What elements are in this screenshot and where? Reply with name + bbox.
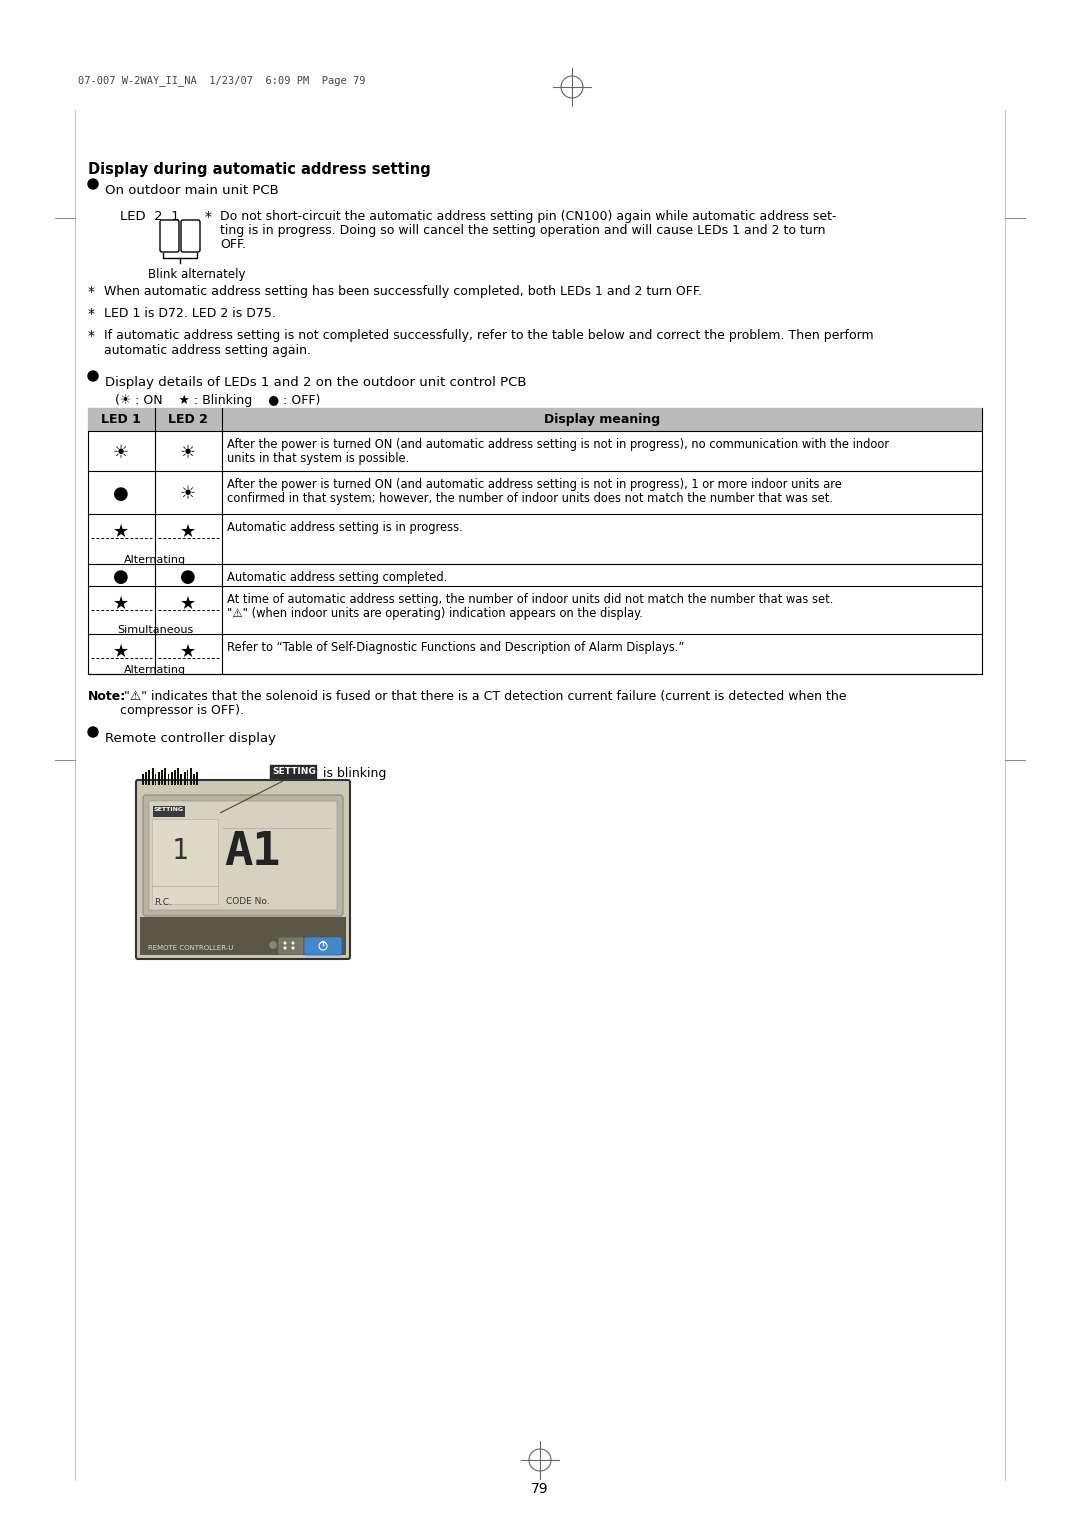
Text: REMOTE CONTROLLER-U: REMOTE CONTROLLER-U bbox=[148, 944, 233, 950]
Bar bbox=[161, 770, 163, 785]
Bar bbox=[87, 408, 982, 674]
Bar bbox=[270, 766, 316, 779]
Text: ★: ★ bbox=[180, 594, 197, 613]
Text: CODE No.: CODE No. bbox=[226, 897, 270, 906]
Bar bbox=[180, 775, 181, 785]
FancyBboxPatch shape bbox=[181, 220, 200, 252]
Text: automatic address setting again.: automatic address setting again. bbox=[104, 344, 311, 358]
Bar bbox=[197, 772, 199, 785]
Text: LED 1: LED 1 bbox=[102, 413, 140, 426]
Circle shape bbox=[87, 179, 98, 189]
Text: Refer to “Table of Self-Diagnostic Functions and Description of Alarm Displays.”: Refer to “Table of Self-Diagnostic Funct… bbox=[227, 642, 685, 654]
Bar bbox=[164, 769, 166, 785]
Text: After the power is turned ON (and automatic address setting is not in progress),: After the power is turned ON (and automa… bbox=[227, 478, 842, 490]
Circle shape bbox=[269, 941, 276, 949]
Text: units in that system is possible.: units in that system is possible. bbox=[227, 452, 409, 465]
Bar bbox=[187, 770, 188, 785]
Text: ☀: ☀ bbox=[180, 484, 197, 503]
Bar bbox=[167, 775, 170, 785]
Bar bbox=[193, 775, 194, 785]
Circle shape bbox=[87, 371, 98, 380]
Bar bbox=[177, 769, 179, 785]
FancyBboxPatch shape bbox=[303, 937, 342, 955]
Text: If automatic address setting is not completed successfully, refer to the table b: If automatic address setting is not comp… bbox=[104, 329, 874, 342]
Bar bbox=[141, 775, 144, 785]
FancyBboxPatch shape bbox=[149, 801, 337, 911]
Bar bbox=[154, 775, 157, 785]
Text: ★: ★ bbox=[113, 643, 130, 662]
Circle shape bbox=[292, 941, 295, 944]
Text: ☀: ☀ bbox=[113, 445, 130, 461]
Text: Display during automatic address setting: Display during automatic address setting bbox=[87, 162, 431, 177]
Text: "⚠" (when indoor units are operating) indication appears on the display.: "⚠" (when indoor units are operating) in… bbox=[227, 607, 643, 620]
Text: compressor is OFF).: compressor is OFF). bbox=[120, 704, 244, 717]
Bar bbox=[145, 772, 147, 785]
Bar bbox=[148, 770, 150, 785]
Bar bbox=[158, 772, 160, 785]
Text: R.C.: R.C. bbox=[154, 898, 172, 908]
Text: "⚠" indicates that the solenoid is fused or that there is a CT detection current: "⚠" indicates that the solenoid is fused… bbox=[120, 691, 847, 703]
Text: A: A bbox=[224, 830, 253, 876]
FancyBboxPatch shape bbox=[279, 938, 303, 953]
Text: Do not short-circuit the automatic address setting pin (CN100) again while autom: Do not short-circuit the automatic addre… bbox=[220, 209, 837, 223]
Text: 07-007 W-2WAY_II_NA  1/23/07  6:09 PM  Page 79: 07-007 W-2WAY_II_NA 1/23/07 6:09 PM Page… bbox=[78, 75, 365, 86]
Text: ★: ★ bbox=[113, 594, 130, 613]
Text: ●: ● bbox=[180, 568, 195, 587]
Text: When automatic address setting has been successfully completed, both LEDs 1 and : When automatic address setting has been … bbox=[104, 286, 702, 298]
Text: After the power is turned ON (and automatic address setting is not in progress),: After the power is turned ON (and automa… bbox=[227, 439, 889, 451]
Text: Display meaning: Display meaning bbox=[544, 413, 660, 426]
Text: On outdoor main unit PCB: On outdoor main unit PCB bbox=[105, 183, 279, 197]
Text: ☀: ☀ bbox=[180, 445, 197, 461]
Text: LED  2  1: LED 2 1 bbox=[120, 209, 179, 223]
Text: ★: ★ bbox=[180, 523, 197, 541]
Text: 79: 79 bbox=[531, 1482, 549, 1496]
FancyBboxPatch shape bbox=[143, 795, 343, 915]
Bar bbox=[87, 408, 982, 431]
Text: Display details of LEDs 1 and 2 on the outdoor unit control PCB: Display details of LEDs 1 and 2 on the o… bbox=[105, 376, 527, 390]
Bar bbox=[153, 805, 185, 817]
Circle shape bbox=[87, 727, 98, 736]
Text: 1: 1 bbox=[172, 837, 189, 865]
Bar bbox=[151, 769, 153, 785]
FancyBboxPatch shape bbox=[136, 779, 350, 960]
Text: *: * bbox=[87, 286, 95, 299]
Text: *: * bbox=[87, 329, 95, 342]
Text: ●: ● bbox=[113, 568, 129, 587]
Text: Automatic address setting completed.: Automatic address setting completed. bbox=[227, 571, 447, 584]
Text: SETTING: SETTING bbox=[272, 767, 315, 776]
Text: LED 2: LED 2 bbox=[168, 413, 208, 426]
Circle shape bbox=[283, 941, 286, 944]
Text: Automatic address setting is in progress.: Automatic address setting is in progress… bbox=[227, 521, 462, 533]
Text: Note:: Note: bbox=[87, 691, 126, 703]
Bar bbox=[152, 819, 218, 905]
Circle shape bbox=[292, 946, 295, 949]
Text: ★: ★ bbox=[180, 643, 197, 662]
Text: Remote controller display: Remote controller display bbox=[105, 732, 276, 746]
Text: At time of automatic address setting, the number of indoor units did not match t: At time of automatic address setting, th… bbox=[227, 593, 834, 607]
Text: Blink alternately: Blink alternately bbox=[148, 267, 245, 281]
Text: ting is in progress. Doing so will cancel the setting operation and will cause L: ting is in progress. Doing so will cance… bbox=[220, 225, 825, 237]
Text: (☀ : ON    ★ : Blinking    ● : OFF): (☀ : ON ★ : Blinking ● : OFF) bbox=[114, 394, 321, 406]
Bar bbox=[190, 769, 192, 785]
Text: Simultaneous: Simultaneous bbox=[117, 625, 193, 636]
Text: SETTING: SETTING bbox=[154, 807, 184, 811]
Bar bbox=[174, 770, 175, 785]
Text: *: * bbox=[205, 209, 212, 225]
Text: Alternating: Alternating bbox=[124, 665, 186, 675]
Text: 1: 1 bbox=[252, 830, 281, 876]
Text: OFF.: OFF. bbox=[220, 238, 246, 251]
Text: LED 1 is D72. LED 2 is D75.: LED 1 is D72. LED 2 is D75. bbox=[104, 307, 275, 319]
Text: is blinking: is blinking bbox=[319, 767, 387, 779]
Text: Alternating: Alternating bbox=[124, 555, 186, 565]
Circle shape bbox=[283, 946, 286, 949]
Bar bbox=[140, 917, 346, 955]
Text: confirmed in that system; however, the number of indoor units does not match the: confirmed in that system; however, the n… bbox=[227, 492, 833, 504]
Text: ●: ● bbox=[113, 484, 129, 503]
Text: *: * bbox=[87, 307, 95, 321]
FancyBboxPatch shape bbox=[160, 220, 179, 252]
Text: ★: ★ bbox=[113, 523, 130, 541]
Bar bbox=[171, 772, 173, 785]
Bar bbox=[184, 772, 186, 785]
